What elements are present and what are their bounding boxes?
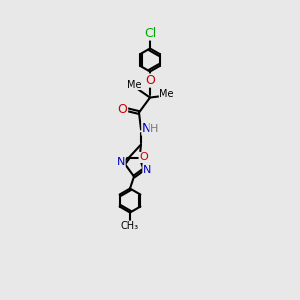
Text: O: O (118, 103, 128, 116)
Text: Me: Me (159, 88, 174, 98)
Text: N: N (142, 122, 151, 135)
Text: CH₃: CH₃ (121, 221, 139, 231)
Text: H: H (150, 124, 158, 134)
Text: Me: Me (127, 80, 142, 89)
Text: O: O (145, 74, 155, 87)
Text: N: N (143, 165, 151, 175)
Text: Cl: Cl (144, 27, 156, 40)
Text: N: N (117, 158, 125, 167)
Text: O: O (139, 152, 148, 162)
